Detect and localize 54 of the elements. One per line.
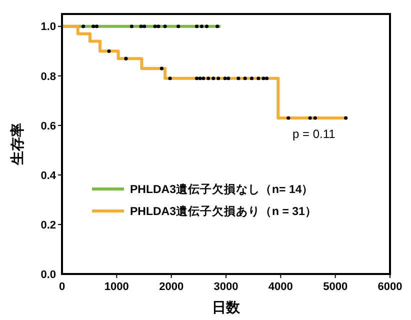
point [94, 24, 99, 28]
point [344, 116, 348, 120]
point [216, 76, 220, 80]
legend-label: PHLDA3遺伝子欠損なし（n= 14） [130, 183, 314, 196]
point [256, 76, 260, 80]
point [142, 24, 146, 28]
point [236, 76, 240, 80]
point [226, 76, 230, 80]
y-tick-label: 0.6 [40, 120, 56, 132]
point [286, 116, 290, 120]
point [212, 76, 216, 80]
point [308, 116, 312, 120]
legend-label: PHLDA3遺伝子欠損あり（n = 31） [130, 205, 317, 218]
point [160, 66, 164, 70]
point [139, 24, 143, 28]
x-tick-label: 2000 [159, 281, 184, 293]
x-tick-label: 3000 [214, 281, 238, 293]
point [204, 24, 209, 28]
x-tick-label: 1000 [104, 281, 129, 293]
point [264, 76, 269, 80]
point [153, 24, 157, 28]
point [163, 24, 167, 28]
point [200, 24, 204, 28]
point [243, 76, 247, 80]
point [198, 76, 202, 80]
point [313, 116, 317, 120]
annotation: p = 0.11 [292, 126, 336, 141]
point [176, 24, 180, 28]
x-tick-label: 5000 [323, 281, 348, 293]
y-tick-label: 0.8 [40, 70, 56, 83]
y-tick-label: 0.2 [40, 219, 56, 232]
point [194, 24, 199, 28]
point [82, 24, 86, 28]
point [92, 24, 96, 28]
point [223, 76, 227, 80]
x-tick-label: 0 [58, 281, 66, 293]
y-tick-label: 0.0 [40, 268, 56, 281]
y-tick-label: 0.4 [40, 170, 57, 182]
y-axis-title: 生存率 [9, 123, 25, 166]
point [107, 49, 111, 53]
point [124, 56, 128, 60]
point [156, 24, 160, 28]
x-tick-label: 4000 [268, 281, 293, 293]
point [202, 76, 206, 80]
point [250, 76, 254, 80]
x-tick-label: 6000 [378, 281, 402, 293]
point [130, 24, 134, 28]
point [194, 76, 199, 80]
point [206, 76, 210, 80]
x-axis-title: 日数 [212, 299, 241, 315]
point [216, 24, 220, 28]
y-tick-label: 1.0 [40, 21, 56, 34]
point [168, 76, 172, 80]
point [262, 76, 266, 80]
